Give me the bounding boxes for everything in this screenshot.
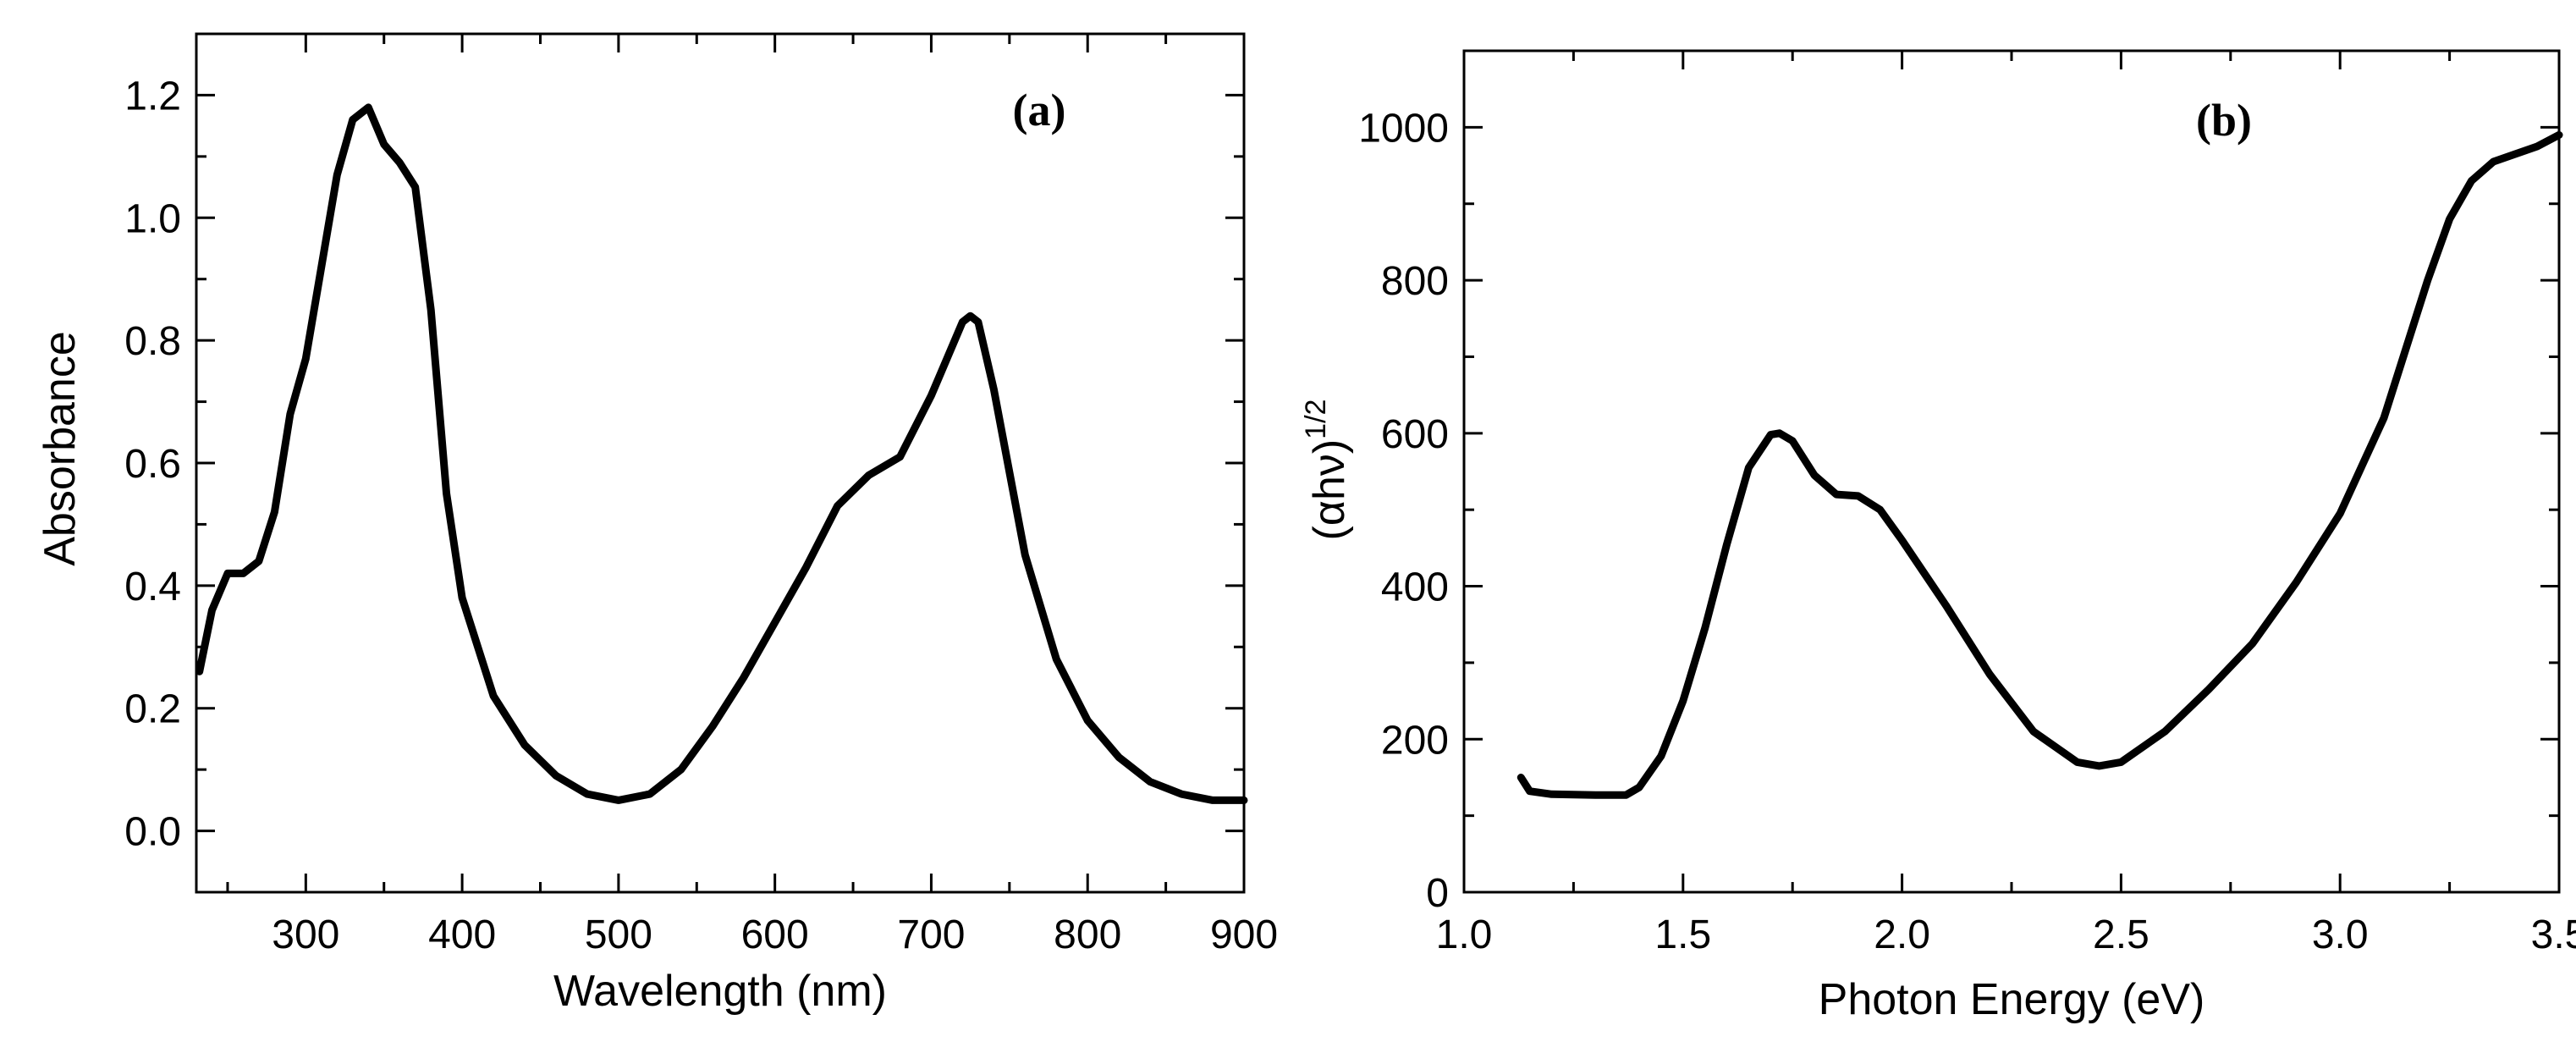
a-y-axis-title: Absorbance <box>36 331 85 566</box>
b-y-tick-label: 600 <box>1381 412 1449 457</box>
b-x-tick-label: 1.0 <box>1436 912 1493 957</box>
a-y-tick-label: 0.4 <box>124 565 181 609</box>
a-plot-frame <box>195 32 1246 894</box>
b-x-tick-label: 2.5 <box>2093 912 2149 957</box>
b-y-tick-label: 800 <box>1381 259 1449 304</box>
a-y-tick-label: 1.2 <box>124 74 181 119</box>
b-x-tick-label: 2.0 <box>1874 912 1930 957</box>
a-series-line-0 <box>195 103 1248 804</box>
b-y-tick-label: 200 <box>1381 718 1449 763</box>
a-x-axis-title: Wavelength (nm) <box>553 967 887 1016</box>
panel-a-absorbance-chart: 300 400 500 600 700 800 900 0.0 0.2 0.4 0.6 0.8 1.0 1… <box>36 32 1278 1016</box>
b-y-tick-label: 0 <box>1426 871 1449 916</box>
a-y-tick-label: 0.0 <box>124 810 181 855</box>
a-y-tick-label: 1.0 <box>124 196 181 241</box>
a-x-tick-label: 700 <box>897 912 965 957</box>
a-y-tick-label: 0.2 <box>124 687 181 732</box>
a-x-tick-label: 600 <box>741 912 809 957</box>
a-x-tick-label: 500 <box>585 912 652 957</box>
a-y-tick-label: 0.6 <box>124 442 181 487</box>
a-y-tick-label: 0.8 <box>124 319 181 364</box>
a-x-tick-label: 400 <box>428 912 496 957</box>
b-y-axis-title-main: (αhν) <box>1305 439 1354 541</box>
b-x-tick-label: 3.5 <box>2531 912 2576 957</box>
b-plot-frame <box>1462 49 2561 894</box>
b-y-tick-label: 400 <box>1381 565 1449 610</box>
a-x-tick-label: 800 <box>1054 912 1121 957</box>
b-panel-label: (b) <box>2196 95 2252 146</box>
panel-b-tauc-plot: 1.0 1.5 2.0 2.5 3.0 3.5 0 200 400 600 800 1000 Photo… <box>1300 49 2576 1024</box>
a-panel-label: (a) <box>1013 85 1066 135</box>
b-y-tick-label: 1000 <box>1358 106 1449 151</box>
b-y-axis-title: (αhν)1/2 <box>1300 400 1354 541</box>
a-x-tick-label: 300 <box>272 912 339 957</box>
b-x-tick-label: 3.0 <box>2312 912 2369 957</box>
b-x-tick-label: 1.5 <box>1654 912 1711 957</box>
b-y-axis-title-superscript: 1/2 <box>1300 400 1332 439</box>
b-series-line-0 <box>1516 130 2563 799</box>
b-x-axis-title: Photon Energy (eV) <box>1819 975 2205 1024</box>
a-x-tick-label: 900 <box>1210 912 1278 957</box>
